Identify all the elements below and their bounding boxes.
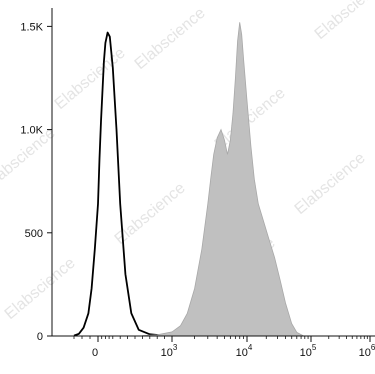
x-tick-label: 105	[300, 343, 317, 359]
watermark-layer: Elabscience ElabscienceElabscienceElabsci…	[0, 0, 375, 323]
series-layer	[73, 22, 304, 337]
watermark-text: Elabscience	[312, 0, 375, 43]
x-tick-label: 103	[161, 343, 178, 359]
y-tick-label: 1.5K	[20, 21, 43, 33]
outline-histogram-series	[73, 31, 165, 337]
watermark-text: Elabscience	[52, 45, 129, 114]
axes: 0 500 1.0K 1.5K 0 103 104 105 106	[20, 8, 375, 359]
x-tick-label: 0	[92, 347, 98, 359]
watermark-text: Elabscience	[132, 5, 209, 74]
filled-histogram-series	[142, 22, 304, 337]
y-tick-label: 0	[37, 331, 43, 343]
watermark-text: Elabscience	[2, 255, 79, 324]
x-tick-label: 106	[359, 343, 375, 359]
x-tick-label: 104	[236, 343, 253, 359]
y-tick-label: 1.0K	[20, 125, 43, 137]
y-tick-label: 500	[25, 228, 43, 240]
watermark-text: Elabscience	[292, 150, 369, 219]
